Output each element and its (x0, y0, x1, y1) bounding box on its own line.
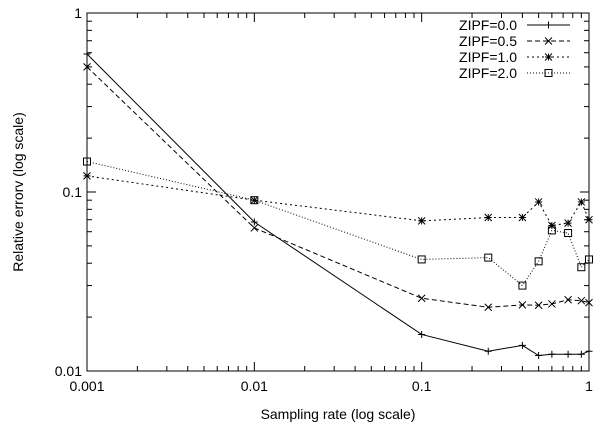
data-point-plus (564, 350, 572, 358)
data-point-plus (484, 347, 492, 355)
data-point-plus (548, 350, 556, 358)
series-line (86, 53, 590, 357)
data-point-plus (418, 330, 426, 338)
data-point-star (564, 219, 572, 227)
data-point-square (417, 255, 426, 264)
x-tick-label: 0.1 (412, 378, 432, 394)
y-axis-label: Relative errorv (log scale) (10, 112, 26, 272)
data-point-square (484, 253, 493, 262)
series-line (86, 66, 590, 308)
data-point-square (544, 69, 553, 77)
data-point-cross (577, 296, 586, 305)
data-point-square (585, 255, 593, 264)
y-axis: 0.01 0.1 1 (55, 5, 589, 379)
series-3 (83, 157, 593, 290)
data-point-cross (548, 300, 556, 308)
data-point-star (518, 213, 527, 222)
legend-label: ZIPF=0.5 (459, 33, 517, 49)
data-point-square (547, 226, 556, 235)
series-1 (83, 63, 593, 312)
legend-label: ZIPF=1.0 (459, 49, 517, 65)
data-point-plus (83, 50, 91, 58)
data-point-star (544, 53, 553, 61)
legend-label: ZIPF=2.0 (459, 65, 517, 81)
data-point-star (548, 221, 556, 230)
data-point-star (534, 198, 543, 206)
data-point-star (417, 216, 426, 225)
data-point-cross (484, 303, 493, 312)
data-point-square (534, 257, 543, 266)
data-point-cross (417, 294, 426, 303)
data-point-star (83, 172, 91, 180)
data-point-plus (577, 350, 585, 358)
data-point-star (577, 198, 586, 206)
series-0 (83, 50, 593, 360)
data-point-cross (564, 295, 572, 304)
data-point-cross (250, 224, 259, 232)
data-point-square (564, 229, 573, 238)
x-tick-label: 0.001 (69, 378, 104, 394)
data-point-plus (518, 341, 526, 349)
y-tick-label: 1 (74, 5, 82, 21)
y-tick-label: 0.1 (63, 184, 83, 200)
x-axis-label: Sampling rate (log scale) (261, 406, 416, 422)
data-point-plus (585, 347, 593, 355)
data-point-square (250, 196, 259, 205)
series-layer (83, 50, 593, 360)
legend-label: ZIPF=0.0 (459, 17, 517, 33)
data-point-cross (585, 298, 593, 307)
data-point-cross (518, 301, 527, 309)
data-point-square (518, 281, 527, 290)
data-point-square (577, 263, 586, 272)
data-point-star (484, 213, 493, 222)
data-point-square (83, 157, 91, 166)
x-axis: 0.001 0.01 0.1 1 (69, 13, 593, 394)
data-point-plus (250, 218, 258, 226)
data-point-plus (545, 21, 552, 29)
data-point-cross (544, 37, 553, 45)
x-tick-label: 0.01 (241, 378, 268, 394)
series-line (86, 175, 590, 227)
y-tick-label: 0.01 (55, 363, 82, 379)
data-point-plus (535, 352, 543, 360)
data-point-cross (83, 63, 91, 71)
x-tick-label: 1 (585, 378, 593, 394)
data-point-star (585, 215, 593, 224)
data-point-cross (534, 301, 543, 310)
series-line (86, 161, 590, 287)
